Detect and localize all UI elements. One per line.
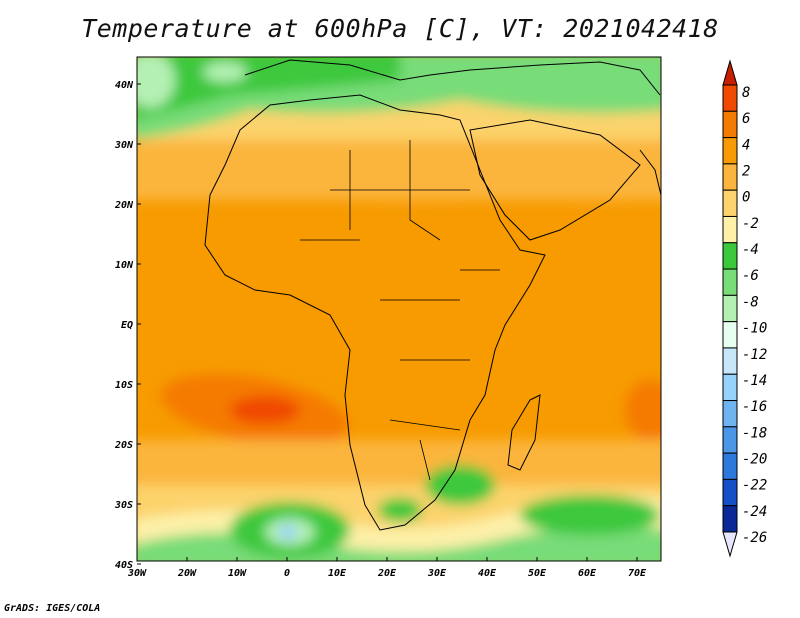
colorbar-swatch xyxy=(722,268,738,296)
colorbar-swatch xyxy=(722,215,738,244)
lat-label: 20S xyxy=(114,440,133,451)
lon-label: 60E xyxy=(578,568,597,579)
europe-coastline xyxy=(244,59,661,96)
colorbar-swatch xyxy=(722,321,738,349)
colorbar: 8 6 4 2 0 -2 -4 -6 -8 -10 -12 -14 -16 -18 -20 -22 -24 -26 xyxy=(722,59,767,558)
colorbar-swatch xyxy=(722,478,738,507)
lat-label: 40S xyxy=(115,560,133,571)
colorbar-swatch xyxy=(722,242,738,270)
coastlines xyxy=(204,59,661,531)
lon-label: 20W xyxy=(177,568,197,579)
colorbar-bottom-arrow xyxy=(722,531,738,558)
colorbar-label: 0 xyxy=(742,190,750,206)
colorbar-swatch xyxy=(722,163,738,191)
colorbar-swatch xyxy=(722,505,738,533)
colorbar-label: 2 xyxy=(742,164,750,180)
colorbar-swatch xyxy=(722,400,738,428)
lon-label: 10E xyxy=(328,568,347,579)
temperature-field xyxy=(137,57,661,561)
lon-label: 10W xyxy=(228,568,247,579)
africa-coastline xyxy=(204,94,546,531)
colorbar-label: -22 xyxy=(742,478,767,494)
colorbar-swatch xyxy=(722,373,738,402)
colorbar-label: -14 xyxy=(742,373,767,389)
lat-label: 40N xyxy=(115,80,134,91)
lon-label: 30W xyxy=(127,568,147,579)
lon-label: 50E xyxy=(528,568,547,579)
lat-label: 20N xyxy=(114,200,134,211)
colorbar-swatch xyxy=(722,294,738,323)
colorbar-swatch xyxy=(722,347,738,375)
colorbar-label: -10 xyxy=(742,321,767,337)
colorbar-label: 8 xyxy=(742,85,750,101)
lat-label: 30N xyxy=(114,140,134,151)
colorbar-label: 6 xyxy=(742,111,750,127)
colorbar-label: -18 xyxy=(742,425,767,441)
colorbar-swatch xyxy=(722,110,738,139)
colorbar-label: -2 xyxy=(742,216,759,232)
india-coastline xyxy=(639,149,661,196)
map-frame xyxy=(136,56,662,562)
colorbar-label: -16 xyxy=(742,399,767,415)
map-title: Temperature at 600hPa [C], VT: 202104241… xyxy=(81,14,719,43)
lon-label: 30E xyxy=(427,568,447,579)
madagascar-coastline xyxy=(507,394,541,471)
lon-label: 40E xyxy=(478,568,497,579)
colorbar-swatch xyxy=(722,452,738,480)
lon-label: 0 xyxy=(284,568,290,579)
arabia-coastline xyxy=(469,119,641,241)
colorbar-label: -8 xyxy=(742,294,759,310)
colorbar-label: -4 xyxy=(742,242,759,258)
country-borders xyxy=(300,140,500,481)
latitude-axis: 40N 30N 20N 10N EQ 10S 20S 30S 40S xyxy=(114,80,141,571)
colorbar-label: -6 xyxy=(742,268,759,284)
colorbar-swatch xyxy=(722,189,738,217)
colorbar-swatch xyxy=(722,84,738,112)
lat-label: EQ xyxy=(121,320,133,331)
colorbar-label: -26 xyxy=(742,530,767,546)
colorbar-label: -12 xyxy=(742,347,767,363)
longitude-axis: 30W 20W 10W 0 10E 20E 30E 40E 50E 60E 70E xyxy=(127,557,647,579)
lat-label: 10N xyxy=(115,260,134,271)
colorbar-label: -24 xyxy=(742,504,767,520)
lat-label: 30S xyxy=(114,500,133,511)
colorbar-swatch xyxy=(722,426,738,454)
lon-label: 70E xyxy=(628,568,647,579)
colorbar-top-arrow xyxy=(722,59,738,86)
grads-credit: GrADS: IGES/COLA xyxy=(4,603,101,614)
colorbar-swatch xyxy=(722,137,738,165)
lat-label: 10S xyxy=(115,380,133,391)
colorbar-label: 4 xyxy=(742,137,750,153)
colorbar-label: -20 xyxy=(742,451,767,467)
lon-label: 20E xyxy=(377,568,397,579)
